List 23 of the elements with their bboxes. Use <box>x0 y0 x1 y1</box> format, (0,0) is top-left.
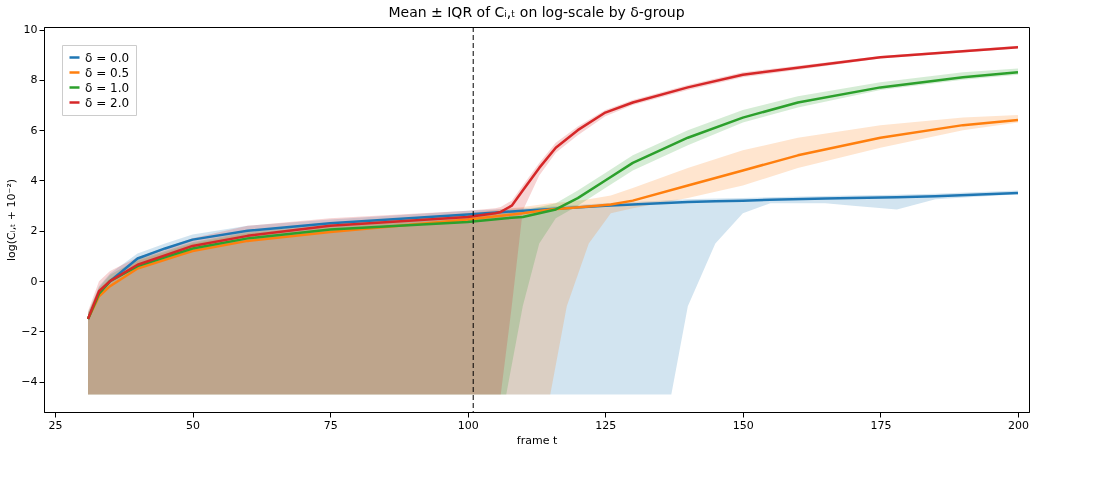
y-tick-label: 4 <box>30 174 38 187</box>
x-tick-label: 150 <box>732 418 754 432</box>
y-tick-label: −4 <box>21 375 38 389</box>
legend-label: δ = 1.0 <box>85 80 130 95</box>
chart-title: Mean ± IQR of Cᵢ,ₜ on log-scale by δ-group <box>388 3 685 20</box>
y-tick-label: 0 <box>30 274 38 288</box>
y-axis-title: log(Cᵢ,ₜ + 10⁻²) <box>5 178 19 262</box>
x-tick-label: 50 <box>186 418 201 432</box>
x-tick-label: 125 <box>595 418 617 432</box>
y-tick-label: 10 <box>23 23 38 37</box>
y-tick-label: 6 <box>30 123 38 137</box>
legend-label: δ = 0.0 <box>85 50 130 65</box>
x-tick-label: 200 <box>1007 418 1029 432</box>
y-tick-label: −2 <box>21 324 38 338</box>
x-tick-label: 75 <box>323 418 338 432</box>
x-tick-label: 175 <box>870 418 892 432</box>
legend-label: δ = 2.0 <box>85 95 130 110</box>
y-tick-label: 2 <box>30 224 38 238</box>
x-axis-title: frame t <box>516 433 558 447</box>
legend-label: δ = 0.5 <box>85 65 130 80</box>
y-tick-label: 8 <box>30 73 38 87</box>
x-tick-label: 25 <box>48 418 63 432</box>
x-tick-label: 100 <box>457 418 479 432</box>
